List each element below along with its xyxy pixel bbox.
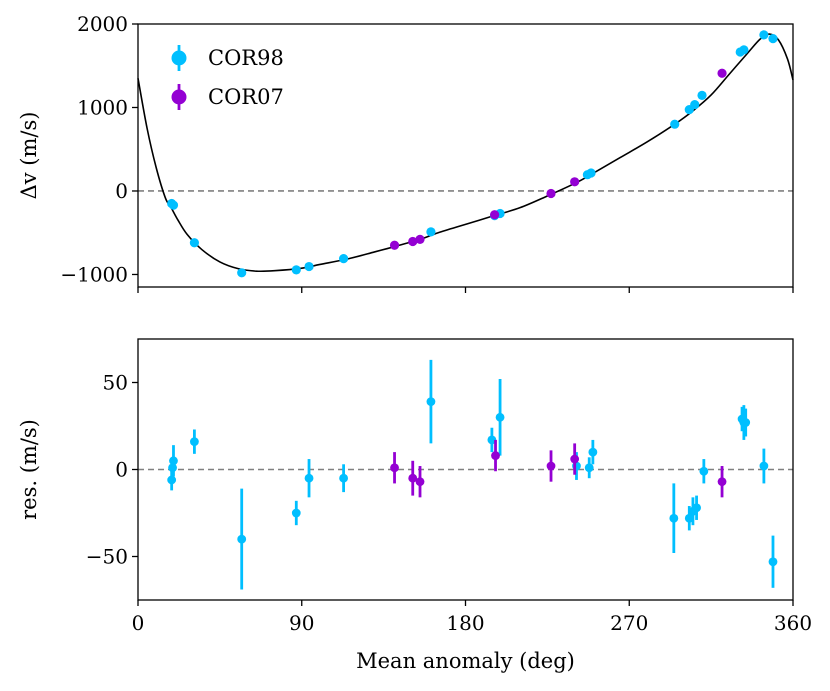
top-point-cor98-1 xyxy=(168,200,179,210)
bot-ticks-ytick-label-50: 50 xyxy=(103,371,128,395)
top-point-cor98-2 xyxy=(189,238,200,248)
residual-point-cor98-15 xyxy=(684,513,694,523)
x-tick-label-270: 270 xyxy=(610,611,648,635)
residual-point-cor98-12 xyxy=(584,463,594,473)
residual-point-cor98-23 xyxy=(768,557,778,567)
top-ticks-ytick-label-2000: 2000 xyxy=(77,12,128,36)
residual-point-cor98-5 xyxy=(291,508,301,518)
x-axis-label: Mean anomaly (deg) xyxy=(356,649,575,673)
top-point-cor98-5 xyxy=(304,261,314,272)
residual-point-cor98-7 xyxy=(339,473,348,483)
top-point-cor98-14 xyxy=(690,99,700,110)
bottom-residual-points xyxy=(167,359,778,590)
legend-cor98-marker xyxy=(171,50,187,66)
legend-entry-cor98: COR98 xyxy=(171,45,284,71)
top-point-cor07-5 xyxy=(570,177,580,187)
residual-point-cor98-18 xyxy=(699,466,709,476)
bottom-y-axis-label: res. (m/s) xyxy=(17,419,41,520)
model-curve xyxy=(137,33,794,273)
bottom-panel: 0 90 180 270 360 −50 0 50 res. (m/s) Mean anoma… xyxy=(17,338,812,673)
residual-point-cor98-6 xyxy=(304,473,314,483)
residual-point-cor07-0 xyxy=(390,463,399,473)
legend-cor07-label: COR07 xyxy=(208,85,284,109)
x-tick-label-90: 90 xyxy=(289,611,314,635)
top-point-cor98-7 xyxy=(426,227,436,237)
top-point-cor98-4 xyxy=(291,265,301,275)
top-point-cor98-6 xyxy=(338,254,349,264)
x-tick-label-180: 180 xyxy=(446,611,484,635)
top-ticks: −1000 0 1000 2000 xyxy=(60,12,794,293)
legend-entry-cor07: COR07 xyxy=(171,84,284,110)
top-point-cor07-4 xyxy=(546,188,556,199)
top-point-cor98-3 xyxy=(237,268,247,278)
top-ticks-ytick-label-1000: 1000 xyxy=(77,95,128,119)
residual-point-cor07-3 xyxy=(491,451,500,460)
residual-point-cor98-22 xyxy=(759,461,769,471)
top-y-axis-label: Δv (m/s) xyxy=(17,112,41,200)
residual-point-cor98-3 xyxy=(190,437,199,447)
residual-point-cor98-14 xyxy=(669,513,679,523)
top-point-cor07-6 xyxy=(717,68,727,78)
residual-point-cor98-10 xyxy=(495,412,505,422)
top-point-cor07-0 xyxy=(389,240,400,250)
top-panel: −1000 0 1000 2000 Δv (m/s) COR98 COR07 xyxy=(17,12,794,293)
legend: COR98 COR07 xyxy=(171,45,284,110)
top-point-cor98-11 xyxy=(586,168,596,178)
residual-point-cor98-4 xyxy=(237,534,247,544)
residual-point-cor98-2 xyxy=(169,456,178,466)
x-tick-label-360: 360 xyxy=(774,611,812,635)
residual-point-cor07-1 xyxy=(408,473,418,483)
residual-point-cor98-13 xyxy=(588,447,598,457)
x-tick-label-0: 0 xyxy=(132,611,145,635)
bot-ticks-ytick-label--50: −50 xyxy=(86,545,128,569)
residual-point-cor98-17 xyxy=(692,503,701,513)
top-point-cor98-12 xyxy=(670,119,680,129)
top-ticks-ytick-label-0: 0 xyxy=(115,179,128,203)
top-point-cor98-15 xyxy=(697,90,707,100)
bottom-plot-frame xyxy=(137,338,794,601)
residual-point-cor98-21 xyxy=(741,418,751,427)
bottom-ticks: 0 90 180 270 360 −50 0 50 xyxy=(86,371,812,636)
residual-point-cor07-4 xyxy=(546,461,556,471)
top-ticks-ytick-label--1000: −1000 xyxy=(60,262,128,286)
top-point-cor07-2 xyxy=(415,234,425,245)
top-point-cor07-3 xyxy=(490,210,500,220)
residual-point-cor07-5 xyxy=(570,454,580,464)
residual-point-cor07-6 xyxy=(717,477,727,487)
legend-cor98-label: COR98 xyxy=(208,46,284,70)
residual-point-cor98-9 xyxy=(487,435,497,445)
top-point-cor07-1 xyxy=(408,236,418,247)
bot-ticks-ytick-label-0: 0 xyxy=(115,458,128,482)
top-point-cor98-19 xyxy=(768,34,778,44)
residual-point-cor07-2 xyxy=(415,477,425,487)
top-point-cor98-17 xyxy=(739,45,749,55)
residual-point-cor98-8 xyxy=(426,397,436,407)
legend-cor07-marker xyxy=(171,89,187,105)
top-point-cor98-18 xyxy=(759,30,769,40)
top-data-points xyxy=(167,30,778,278)
